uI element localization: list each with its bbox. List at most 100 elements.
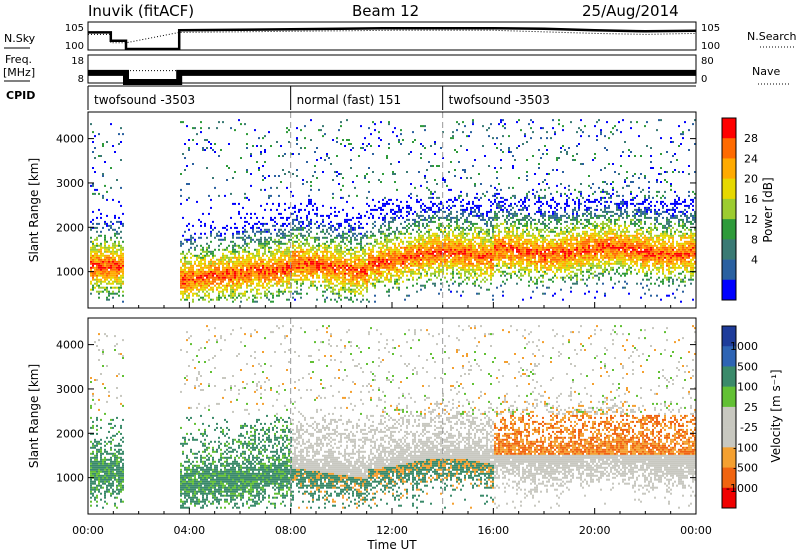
heatmap-cell	[106, 250, 108, 253]
heatmap-cell	[374, 270, 376, 273]
heatmap-cell	[208, 282, 210, 285]
heatmap-cell	[100, 212, 102, 215]
heatmap-cell	[476, 278, 478, 281]
heatmap-cell	[230, 266, 232, 269]
heatmap-cell	[280, 266, 282, 269]
heatmap-cell	[474, 274, 476, 277]
heatmap-cell	[100, 272, 102, 275]
heatmap-cell	[180, 290, 182, 293]
heatmap-cell	[212, 262, 214, 265]
heatmap-cell	[272, 218, 274, 221]
heatmap-cell	[444, 236, 446, 239]
heatmap-cell	[366, 284, 368, 287]
heatmap-cell	[466, 242, 468, 245]
heatmap-cell	[396, 226, 398, 229]
heatmap-cell	[234, 260, 236, 263]
heatmap-cell	[434, 236, 436, 239]
heatmap-cell	[294, 268, 296, 271]
heatmap-cell	[472, 123, 474, 126]
heatmap-cell	[196, 292, 198, 295]
heatmap-cell	[388, 246, 390, 249]
heatmap-cell	[252, 266, 254, 269]
heatmap-cell	[486, 258, 488, 261]
heatmap-cell	[304, 147, 306, 149]
heatmap-cell	[352, 147, 354, 149]
heatmap-cell	[420, 266, 422, 269]
heatmap-cell	[314, 151, 316, 153]
heatmap-cell	[330, 272, 332, 275]
heatmap-cell	[446, 246, 448, 249]
heatmap-cell	[438, 258, 440, 261]
heatmap-cell	[506, 198, 508, 201]
heatmap-cell	[504, 206, 506, 209]
heatmap-cell	[342, 288, 344, 291]
heatmap-cell	[368, 143, 370, 145]
heatmap-cell	[454, 254, 456, 257]
heatmap-cell	[112, 292, 114, 295]
heatmap-cell	[352, 266, 354, 269]
heatmap-cell	[232, 292, 234, 295]
heatmap-cell	[100, 244, 102, 247]
heatmap-cell	[412, 252, 414, 255]
heatmap-cell	[378, 264, 380, 267]
heatmap-cell	[122, 258, 124, 261]
heatmap-cell	[186, 165, 188, 167]
heatmap-cell	[506, 222, 508, 225]
heatmap-cell	[186, 284, 188, 287]
heatmap-cell	[104, 262, 106, 265]
heatmap-cell	[96, 264, 98, 267]
heatmap-cell	[216, 296, 218, 299]
heatmap-cell	[496, 238, 498, 241]
heatmap-cell	[502, 214, 504, 217]
heatmap-cell	[100, 252, 102, 255]
heatmap-cell	[432, 252, 434, 255]
heatmap-cell	[486, 260, 488, 263]
heatmap-cell	[432, 242, 434, 245]
heatmap-cell	[402, 272, 404, 275]
heatmap-cell	[316, 226, 318, 229]
heatmap-cell	[366, 280, 368, 283]
heatmap-cell	[280, 268, 282, 271]
heatmap-cell	[280, 258, 282, 261]
heatmap-cell	[336, 274, 338, 277]
heatmap-cell	[386, 260, 388, 263]
heatmap-cell	[440, 208, 442, 211]
heatmap-cell	[204, 232, 206, 235]
heatmap-cell	[382, 264, 384, 267]
freq-series-nave	[88, 70, 696, 75]
heatmap-cell	[238, 274, 240, 277]
heatmap-cell	[498, 270, 500, 273]
heatmap-cell	[92, 258, 94, 261]
heatmap-cell	[180, 240, 182, 243]
heatmap-cell	[366, 173, 368, 175]
heatmap-cell	[478, 250, 480, 253]
heatmap-cell	[190, 256, 192, 259]
heatmap-cell	[264, 240, 266, 243]
heatmap-cell	[274, 216, 276, 219]
heatmap-cell	[110, 286, 112, 289]
heatmap-cell	[454, 252, 456, 255]
heatmap-cell	[110, 292, 112, 295]
heatmap-cell	[240, 262, 242, 265]
heatmap-cell	[102, 272, 104, 275]
heatmap-cell	[298, 292, 300, 295]
heatmap-cell	[360, 125, 362, 128]
heatmap-cell	[384, 236, 386, 239]
heatmap-cell	[244, 246, 246, 249]
heatmap-cell	[508, 272, 510, 275]
heatmap-cell	[246, 244, 248, 247]
heatmap-cell	[296, 262, 298, 265]
heatmap-cell	[332, 290, 334, 293]
heatmap-cell	[306, 264, 308, 267]
heatmap-cell	[294, 228, 296, 231]
heatmap-cell	[422, 208, 424, 211]
heatmap-cell	[348, 139, 350, 141]
heatmap-cell	[384, 270, 386, 273]
heatmap-cell	[326, 250, 328, 253]
heatmap-cell	[182, 286, 184, 289]
heatmap-cell	[430, 256, 432, 259]
heatmap-cell	[486, 252, 488, 255]
heatmap-cell	[96, 222, 98, 225]
heatmap-cell	[318, 276, 320, 279]
heatmap-cell	[364, 278, 366, 281]
